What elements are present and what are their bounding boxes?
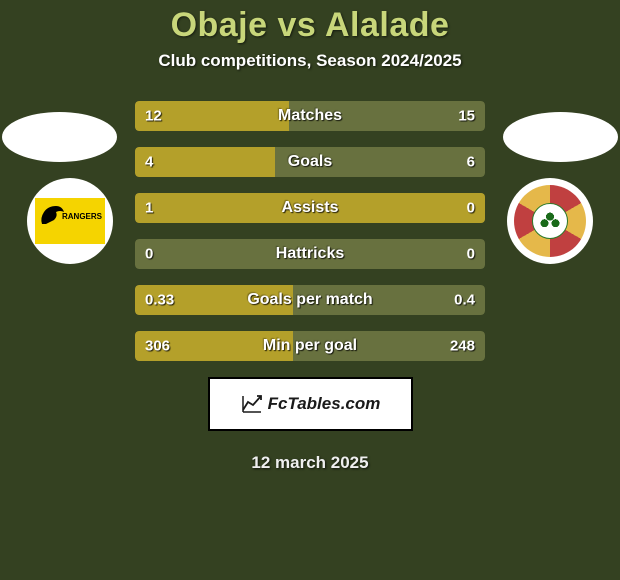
stat-value-left: 12 — [145, 108, 162, 125]
stat-label: Assists — [282, 199, 339, 217]
fctables-icon — [240, 392, 264, 416]
stat-row: 0.33 Goals per match 0.4 — [135, 285, 485, 315]
stat-value-left: 0 — [145, 246, 153, 263]
club-badge-left: RANGERS — [27, 178, 113, 264]
badge-left-label: RANGERS — [62, 212, 102, 221]
stat-label: Hattricks — [276, 245, 344, 263]
club-badge-right — [507, 178, 593, 264]
stat-value-left: 1 — [145, 200, 153, 217]
player-avatar-right — [503, 112, 618, 162]
subtitle: Club competitions, Season 2024/2025 — [0, 51, 620, 71]
stat-row: 306 Min per goal 248 — [135, 331, 485, 361]
stat-label: Matches — [278, 107, 342, 125]
comparison-bars: 12 Matches 15 4 Goals 6 1 Assists 0 0 Hattricks 0 0.… — [135, 101, 485, 361]
stat-value-right: 6 — [467, 154, 475, 171]
content: Obaje vs Alalade Club competitions, Seas… — [0, 0, 620, 580]
footer-brand: FcTables.com — [268, 394, 381, 414]
page-title: Obaje vs Alalade — [0, 6, 620, 45]
player-avatar-left — [2, 112, 117, 162]
stat-value-right: 248 — [450, 338, 475, 355]
stat-label: Goals — [288, 153, 332, 171]
date: 12 march 2025 — [0, 453, 620, 473]
stat-row: 0 Hattricks 0 — [135, 239, 485, 269]
stat-value-right: 0.4 — [454, 292, 475, 309]
kwara-badge — [514, 185, 586, 257]
stat-value-left: 4 — [145, 154, 153, 171]
stat-row: 12 Matches 15 — [135, 101, 485, 131]
stat-value-right: 0 — [467, 246, 475, 263]
stat-row: 1 Assists 0 — [135, 193, 485, 223]
soccer-ball-icon — [532, 203, 568, 239]
rangers-badge: RANGERS — [35, 198, 105, 244]
stat-row: 4 Goals 6 — [135, 147, 485, 177]
footer-attribution: FcTables.com — [208, 377, 413, 431]
stat-value-right: 0 — [467, 200, 475, 217]
stat-label: Goals per match — [247, 291, 372, 309]
stat-label: Min per goal — [263, 337, 357, 355]
stat-value-right: 15 — [458, 108, 475, 125]
stat-value-left: 0.33 — [145, 292, 174, 309]
bar-left-fill — [135, 147, 275, 177]
stat-value-left: 306 — [145, 338, 170, 355]
